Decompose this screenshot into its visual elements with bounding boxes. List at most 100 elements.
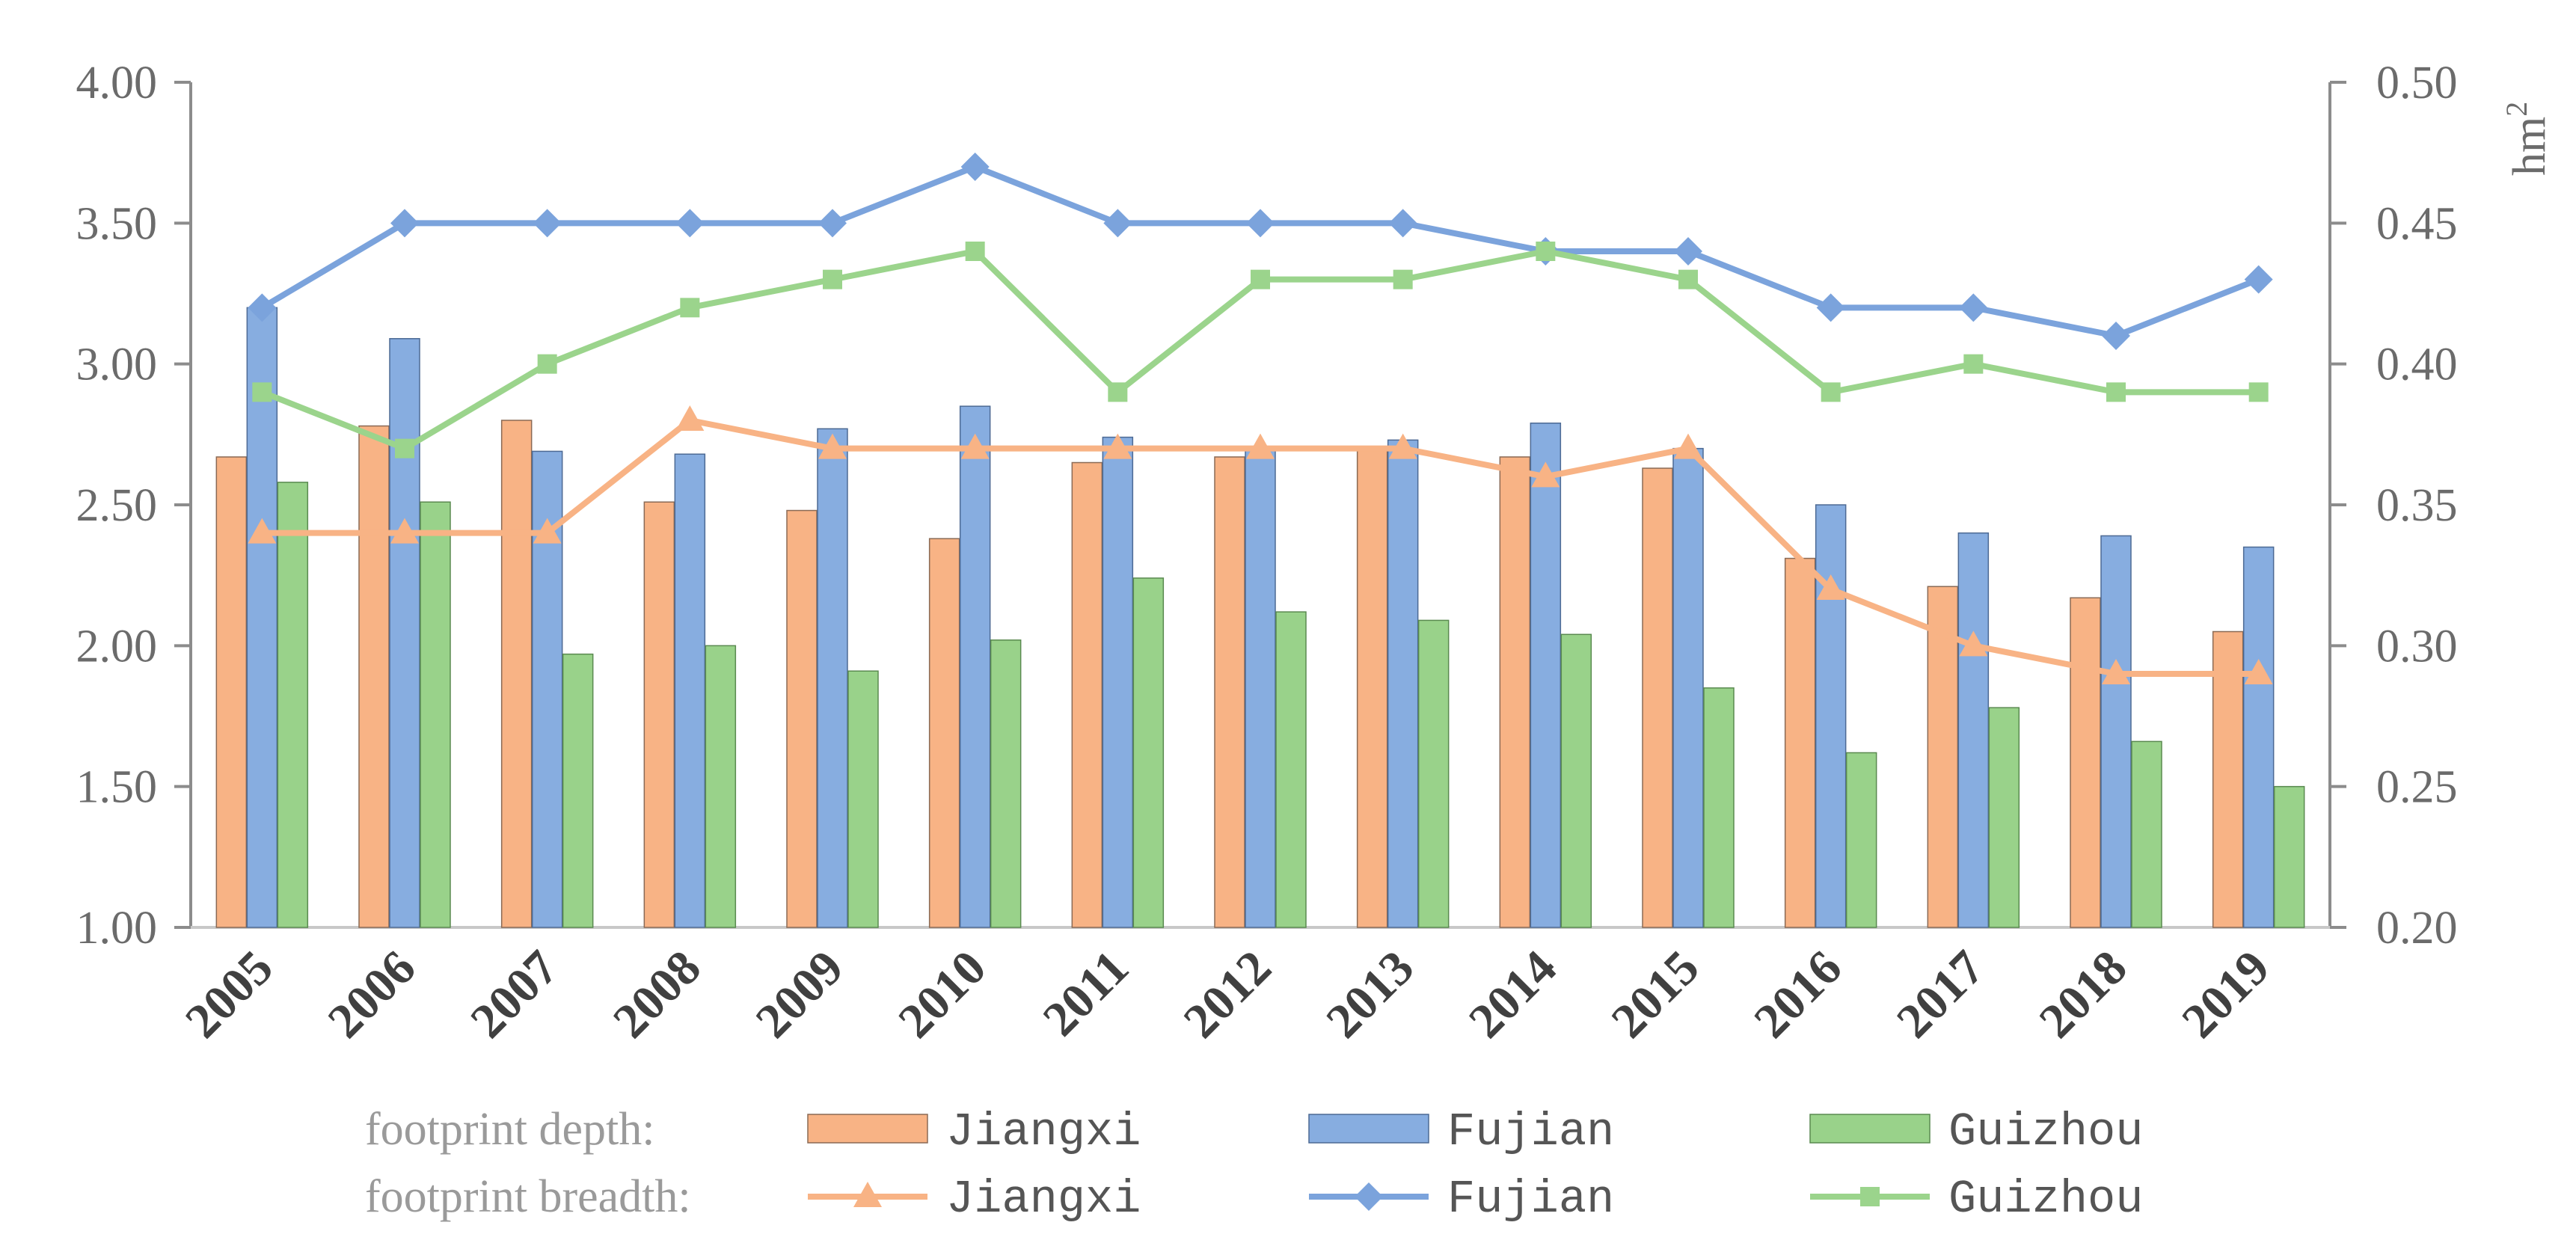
- bar-guizhou-2012: [1275, 611, 1307, 928]
- y-left-tick-label: 2.50: [76, 480, 158, 531]
- bar-guizhou-2014: [1560, 633, 1592, 928]
- point-jiangxi-2012: [1246, 433, 1275, 459]
- x-tick-label: 2016: [1744, 940, 1852, 1049]
- bar-jiangxi-2015: [1642, 467, 1673, 928]
- bar-guizhou-2006: [420, 501, 451, 928]
- point-jiangxi-2013: [1388, 433, 1417, 459]
- x-tick-label: 2014: [1459, 940, 1567, 1049]
- bar-jiangxi-2006: [358, 425, 390, 928]
- point-fujian-2012: [1246, 209, 1275, 238]
- legend-label-depth-jiangxi: Jiangxi: [946, 1105, 1141, 1159]
- point-jiangxi-2011: [1103, 433, 1132, 459]
- x-tick-label: 2010: [888, 940, 996, 1049]
- legend-label-breadth-guizhou: Guizhou: [1948, 1173, 2143, 1226]
- bar-guizhou-2009: [847, 670, 879, 928]
- bar-fujian-2013: [1387, 439, 1419, 928]
- bar-jiangxi-2008: [643, 501, 675, 928]
- point-fujian-2019: [2244, 265, 2273, 294]
- legend-marker-breadth-guizhou: [1860, 1187, 1880, 1206]
- point-guizhou-2011: [1108, 382, 1128, 402]
- point-jiangxi-2009: [818, 433, 847, 459]
- bars-layer: [215, 307, 2305, 928]
- legend-marker-breadth-jiangxi: [853, 1182, 882, 1207]
- bar-fujian-2008: [674, 453, 706, 928]
- y-right-tick-label: 0.30: [2376, 621, 2458, 672]
- legend-breadth-heading: footprint breadth:: [365, 1171, 691, 1222]
- point-jiangxi-2010: [960, 433, 990, 459]
- bar-jiangxi-2012: [1214, 456, 1245, 928]
- x-tick-label: 2008: [603, 940, 711, 1049]
- bar-fujian-2009: [817, 428, 848, 928]
- point-jiangxi-2019: [2244, 659, 2273, 684]
- lines-layer: [248, 153, 2273, 684]
- point-fujian-2018: [2102, 322, 2130, 350]
- bar-jiangxi-2013: [1356, 447, 1388, 928]
- bar-jiangxi-2018: [2070, 597, 2101, 928]
- bar-guizhou-2013: [1417, 619, 1450, 928]
- bar-jiangxi-2005: [215, 456, 248, 928]
- x-tick-label: 2017: [1886, 940, 1995, 1049]
- point-jiangxi-2017: [1959, 630, 1988, 657]
- legend-swatch-depth-fujian: [1308, 1114, 1429, 1144]
- y-right-tick-label: 0.50: [2376, 58, 2458, 108]
- point-guizhou-2005: [252, 382, 272, 402]
- bar-fujian-2019: [2242, 546, 2275, 928]
- y-right-tick-label: 0.35: [2376, 480, 2458, 531]
- bar-fujian-2010: [959, 405, 991, 928]
- point-fujian-2008: [675, 209, 705, 238]
- x-tick-label: 2012: [1174, 940, 1282, 1049]
- point-guizhou-2008: [680, 298, 700, 318]
- bar-jiangxi-2010: [928, 538, 960, 928]
- point-fujian-2005: [248, 293, 277, 322]
- y-right-tick-label: 0.20: [2376, 903, 2458, 954]
- point-guizhou-2013: [1393, 269, 1413, 289]
- point-jiangxi-2015: [1674, 433, 1702, 459]
- x-tick-label: 2018: [2029, 940, 2138, 1049]
- bar-guizhou-2005: [277, 482, 309, 928]
- bar-jiangxi-2011: [1071, 461, 1103, 928]
- bar-fujian-2012: [1245, 447, 1276, 928]
- legend-swatch-depth-guizhou: [1809, 1114, 1931, 1144]
- y-right-tick-label: 0.40: [2376, 340, 2458, 390]
- point-fujian-2013: [1388, 209, 1417, 238]
- y-left-tick-label: 1.50: [76, 762, 158, 813]
- point-guizhou-2009: [823, 269, 842, 289]
- bar-fujian-2017: [1957, 532, 1990, 928]
- legend-swatch-depth-jiangxi: [807, 1114, 928, 1144]
- x-tick-label: 2009: [746, 940, 854, 1049]
- line-fujian: [260, 164, 2260, 339]
- legend-label-breadth-fujian: Fujian: [1447, 1173, 1614, 1226]
- x-tick-label: 2006: [318, 940, 426, 1049]
- point-guizhou-2018: [2106, 382, 2126, 402]
- bar-fujian-2015: [1672, 447, 1704, 928]
- point-jiangxi-2008: [675, 405, 705, 431]
- point-fujian-2006: [390, 209, 419, 238]
- bar-jiangxi-2014: [1499, 456, 1531, 928]
- point-fujian-2007: [533, 209, 562, 238]
- y-left-tick-label: 4.00: [76, 58, 158, 108]
- bar-guizhou-2008: [705, 645, 737, 928]
- bar-jiangxi-2017: [1927, 586, 1959, 928]
- bar-jiangxi-2009: [786, 509, 818, 928]
- point-jiangxi-2016: [1816, 574, 1845, 600]
- bar-guizhou-2011: [1132, 577, 1165, 928]
- point-guizhou-2010: [965, 242, 985, 261]
- bar-guizhou-2016: [1845, 752, 1877, 928]
- point-fujian-2016: [1816, 293, 1845, 322]
- bar-fujian-2005: [246, 307, 278, 928]
- y-right-tick-label: 0.45: [2376, 198, 2458, 249]
- bar-fujian-2018: [2100, 535, 2132, 928]
- x-tick-label: 2013: [1316, 940, 1424, 1049]
- legend-label-depth-fujian: Fujian: [1447, 1105, 1614, 1159]
- bar-guizhou-2017: [1988, 707, 2020, 928]
- bar-fujian-2006: [389, 338, 420, 928]
- point-guizhou-2007: [537, 354, 557, 374]
- unit-base: hm: [2504, 117, 2555, 176]
- bar-fujian-2014: [1530, 423, 1562, 928]
- bar-jiangxi-2019: [2212, 630, 2244, 928]
- bar-jiangxi-2007: [500, 420, 533, 928]
- legend: footprint depth: footprint breadth: Jiangx…: [365, 1104, 2143, 1226]
- point-guizhou-2014: [1536, 242, 1556, 261]
- point-guizhou-2006: [395, 438, 414, 458]
